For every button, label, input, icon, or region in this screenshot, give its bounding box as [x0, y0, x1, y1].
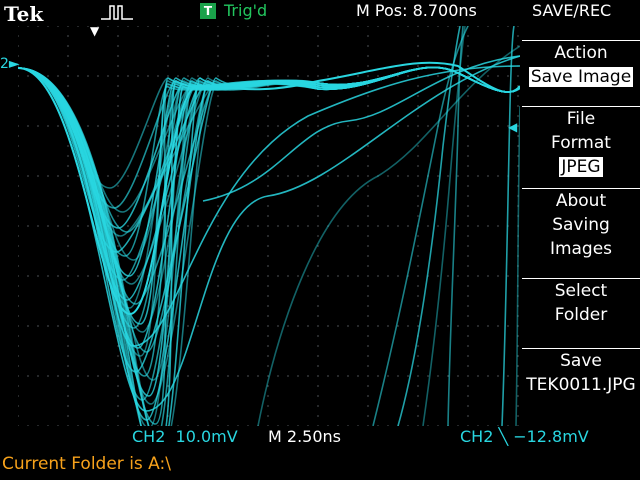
- square-pulse-icon: [101, 5, 133, 20]
- waveform-display: [18, 26, 520, 426]
- trace-line: [501, 26, 515, 426]
- menu-format-label-1: File: [566, 109, 596, 129]
- brand-logo: Tek: [4, 2, 44, 26]
- trigger-readout: CH2 ╲ −12.8mV: [460, 427, 589, 446]
- trace-line: [397, 26, 461, 426]
- trace-line: [18, 65, 520, 347]
- menu-action-value: Save Image: [528, 67, 634, 87]
- trace-line: [18, 55, 520, 412]
- trace-line: [18, 66, 520, 373]
- time-scale-readout: M 2.50ns: [268, 427, 341, 446]
- down-arrow-icon: ▼: [90, 24, 100, 38]
- menu-about-line-3: Images: [549, 239, 613, 259]
- menu-save-filename: TEK0011.JPG: [526, 375, 636, 395]
- channel-scale-readout: CH2 10.0mV: [132, 427, 238, 446]
- menu-format-label-2: Format: [551, 133, 611, 153]
- menu-folder-line-1: Select: [554, 281, 608, 301]
- menu-about-line-1: About: [555, 191, 607, 211]
- menu-file-format-button[interactable]: File Format JPEG: [522, 106, 640, 179]
- left-arrow-icon: ◀: [508, 120, 518, 134]
- horizontal-position-readout: M Pos: 8.700ns: [356, 1, 477, 20]
- menu-action-button[interactable]: Action Save Image: [522, 40, 640, 89]
- menu-about-button[interactable]: About Saving Images: [522, 188, 640, 261]
- trace-line: [372, 26, 469, 426]
- current-folder-status: Current Folder is A:\: [2, 454, 171, 474]
- menu-about-line-2: Saving: [552, 215, 610, 235]
- trace-line: [202, 55, 520, 202]
- menu-save-button[interactable]: Save TEK0011.JPG: [522, 348, 640, 397]
- menu-title: SAVE/REC: [532, 1, 612, 20]
- trace-line: [257, 45, 520, 426]
- menu-folder-line-2: Folder: [554, 305, 608, 325]
- waveform-traces: [18, 26, 520, 426]
- menu-action-label: Action: [554, 43, 608, 63]
- trigger-badge: T: [200, 3, 216, 19]
- channel-marker: 2►: [0, 56, 20, 72]
- side-menu: Action Save Image File Format JPEG About…: [522, 26, 640, 414]
- menu-select-folder-button[interactable]: Select Folder: [522, 278, 640, 327]
- menu-format-value: JPEG: [559, 157, 603, 177]
- menu-save-line-1: Save: [560, 351, 602, 371]
- trigger-status: Trig'd: [224, 1, 268, 20]
- trace-line: [447, 26, 464, 426]
- trace-line: [18, 61, 520, 316]
- trace-line: [515, 105, 520, 426]
